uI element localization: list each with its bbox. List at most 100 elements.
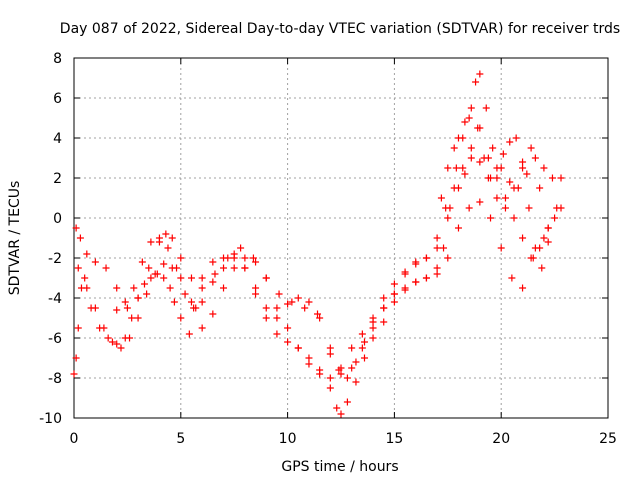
data-point: [525, 204, 533, 212]
data-point: [519, 164, 527, 172]
data-point: [198, 284, 206, 292]
data-point: [262, 304, 270, 312]
data-point: [523, 170, 531, 178]
data-point: [380, 318, 388, 326]
data-point: [422, 274, 430, 282]
data-point: [241, 264, 249, 272]
data-point: [433, 234, 441, 242]
axis-ticks: 0 5 10 15 20 25 -10 -8 -6 -4 -2 0 2 4 6 8: [39, 51, 617, 447]
x-tick-label: 10: [279, 431, 297, 447]
x-tick-label: 25: [599, 431, 617, 447]
data-point: [284, 324, 292, 332]
data-point: [459, 164, 467, 172]
data-point: [467, 104, 475, 112]
data-point: [70, 370, 78, 378]
data-point: [316, 314, 324, 322]
data-point: [74, 264, 82, 272]
data-point: [237, 244, 245, 252]
data-point: [74, 324, 82, 332]
data-point: [284, 338, 292, 346]
data-point: [170, 298, 178, 306]
plot-frame: [73, 57, 609, 419]
data-point: [337, 370, 345, 378]
data-point: [531, 154, 539, 162]
data-point: [249, 254, 257, 262]
data-point: [113, 284, 121, 292]
data-point: [489, 144, 497, 152]
data-point: [480, 154, 488, 162]
data-point: [510, 214, 518, 222]
data-point: [326, 344, 334, 352]
data-point: [230, 264, 238, 272]
data-point: [390, 280, 398, 288]
data-point: [275, 290, 283, 298]
y-tick-label: 2: [53, 171, 62, 187]
data-point: [164, 244, 172, 252]
data-points: [70, 70, 565, 418]
data-point: [72, 224, 80, 232]
series-track-e: [437, 104, 552, 272]
data-point: [337, 410, 345, 418]
data-point: [369, 314, 377, 322]
x-tick-label: 20: [492, 431, 510, 447]
data-point: [121, 298, 129, 306]
data-point: [461, 170, 469, 178]
data-point: [450, 184, 458, 192]
data-point: [134, 294, 142, 302]
data-point: [519, 234, 527, 242]
data-point: [527, 144, 535, 152]
data-point: [126, 334, 134, 342]
y-tick-label: 4: [53, 131, 62, 147]
data-point: [553, 204, 561, 212]
data-point: [510, 184, 518, 192]
data-point: [273, 314, 281, 322]
data-point: [544, 238, 552, 246]
data-point: [450, 144, 458, 152]
data-point: [252, 290, 260, 298]
x-tick-label: 5: [176, 431, 185, 447]
data-point: [177, 314, 185, 322]
data-point: [497, 244, 505, 252]
data-point: [433, 270, 441, 278]
data-point: [316, 370, 324, 378]
series-track-a: [70, 70, 565, 418]
data-point: [262, 314, 270, 322]
data-point: [168, 234, 176, 242]
data-point: [482, 104, 490, 112]
data-point: [369, 334, 377, 342]
data-point: [465, 114, 473, 122]
data-point: [369, 324, 377, 332]
data-point: [433, 244, 441, 252]
x-tick-label: 0: [70, 431, 79, 447]
data-point: [288, 298, 296, 306]
y-tick-label: 0: [53, 211, 62, 227]
data-point: [155, 234, 163, 242]
data-point: [548, 174, 556, 182]
data-point: [273, 330, 281, 338]
data-point: [454, 134, 462, 142]
data-point: [437, 194, 445, 202]
data-point: [433, 264, 441, 272]
data-point: [187, 298, 195, 306]
series-track-d: [113, 124, 552, 382]
chart-title: Day 087 of 2022, Sidereal Day-to-day VTE…: [60, 21, 620, 37]
data-point: [305, 360, 313, 368]
data-point: [465, 204, 473, 212]
data-point: [401, 284, 409, 292]
y-tick-label: -6: [48, 331, 62, 347]
data-point: [467, 144, 475, 152]
data-point: [187, 274, 195, 282]
data-point: [301, 304, 309, 312]
data-point: [108, 338, 116, 346]
data-point: [557, 174, 565, 182]
series-track-c: [74, 144, 561, 382]
data-point: [508, 274, 516, 282]
data-point: [147, 274, 155, 282]
data-point: [358, 330, 366, 338]
data-point: [102, 264, 110, 272]
data-point: [209, 310, 217, 318]
data-point: [326, 350, 334, 358]
data-point: [166, 284, 174, 292]
data-point: [335, 366, 343, 374]
